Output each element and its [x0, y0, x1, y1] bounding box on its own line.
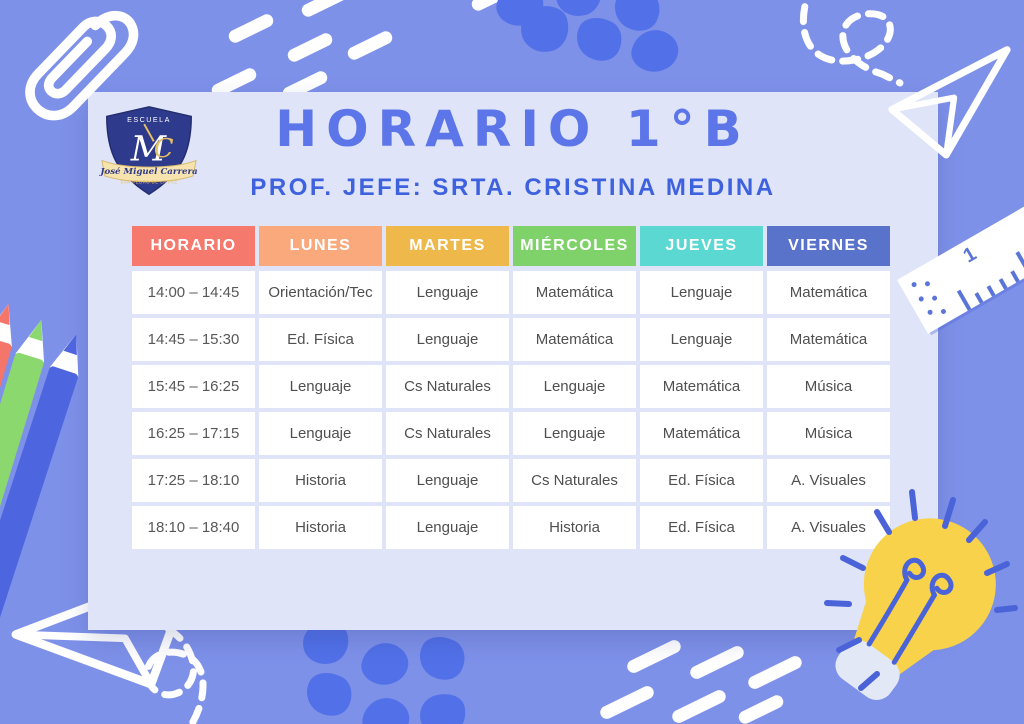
time-cell: 14:45 – 15:30 [132, 318, 255, 361]
poster-title: HORARIO 1°B [275, 100, 751, 158]
logo-school-name: José Miguel Carrera [98, 166, 197, 177]
subject-cell: Lenguaje [386, 506, 509, 549]
subject-cell: Ed. Física [259, 318, 382, 361]
dash-mark [688, 643, 746, 682]
subject-cell: Orientación/Tec [259, 271, 382, 314]
subject-cell: Matemática [640, 365, 763, 408]
ruler-ticks [953, 178, 1024, 311]
school-logo: ESCUELA M C José Miguel Carrera SAN PEDR… [98, 106, 198, 196]
subject-cell: A. Visuales [767, 506, 890, 549]
subject-cell: Historia [513, 506, 636, 549]
subject-cell: Cs Naturales [386, 412, 509, 455]
time-cell: 15:45 – 16:25 [132, 365, 255, 408]
table-row: 14:45 – 15:30 Ed. Física Lenguaje Matemátic… [132, 318, 890, 361]
ruler-number: 1 [959, 242, 981, 268]
column-header-jueves: JUEVES [640, 226, 763, 266]
time-cell: 14:00 – 14:45 [132, 271, 255, 314]
subject-cell: Lenguaje [513, 365, 636, 408]
subject-cell: Matemática [513, 318, 636, 361]
subject-cell: Matemática [767, 271, 890, 314]
dash-mark [226, 12, 276, 45]
lightbulb-icon [824, 489, 1018, 700]
subject-cell: Lenguaje [640, 318, 763, 361]
schedule-card: ESCUELA M C José Miguel Carrera SAN PEDR… [88, 92, 938, 630]
dash-mark [345, 29, 395, 62]
subject-cell: Música [767, 365, 890, 408]
subject-cell: Lenguaje [640, 271, 763, 314]
paper-airplane-icon [888, 46, 1011, 159]
subject-cell: Matemática [640, 412, 763, 455]
subject-cell: Lenguaje [386, 459, 509, 502]
blob-shape [628, 25, 682, 77]
dash-mark [285, 31, 335, 64]
column-header-lunes: LUNES [259, 226, 382, 266]
time-cell: 17:25 – 18:10 [132, 459, 255, 502]
table-header-row: HORARIO LUNES MARTES MIÉRCOLES JUEVES VIERNES [132, 226, 890, 266]
subject-cell: Ed. Física [640, 506, 763, 549]
table-row: 18:10 – 18:40 Historia Lenguaje Historia Ed.… [132, 506, 890, 549]
blob-shape [358, 638, 412, 690]
column-header-viernes: VIERNES [767, 226, 890, 266]
logo-monogram-c: C [154, 134, 174, 164]
subject-cell: Lenguaje [386, 318, 509, 361]
blob-shape [359, 693, 413, 724]
dash-mark [598, 683, 656, 722]
column-header-martes: MARTES [386, 226, 509, 266]
dash-mark [746, 653, 804, 692]
subject-cell: Matemática [767, 318, 890, 361]
table-body: 14:00 – 14:45 Orientación/Tec Lenguaje Mate… [132, 271, 890, 549]
dash-mark [625, 637, 683, 676]
dashed-trail [91, 599, 207, 724]
table-row: 15:45 – 16:25 Lenguaje Cs Naturales Lenguaj… [132, 365, 890, 408]
blob-shape [415, 688, 471, 724]
time-cell: 18:10 – 18:40 [132, 506, 255, 549]
logo-location: SAN PEDRO DE LA PAZ [120, 180, 177, 185]
dashed-trail [800, 0, 904, 87]
dash-mark [670, 687, 728, 724]
subject-cell: Lenguaje [259, 412, 382, 455]
logo-monogram-m: M [130, 130, 168, 170]
table-row: 17:25 – 18:10 Historia Lenguaje Cs Naturale… [132, 459, 890, 502]
subject-cell: Cs Naturales [513, 459, 636, 502]
pencils-icon [0, 303, 79, 724]
blob-shape [411, 628, 473, 688]
subject-cell: Historia [259, 506, 382, 549]
subject-cell: A. Visuales [767, 459, 890, 502]
timetable: HORARIO LUNES MARTES MIÉRCOLES JUEVES VIERNES… [132, 226, 890, 553]
subject-cell: Ed. Física [640, 459, 763, 502]
subject-cell: Música [767, 412, 890, 455]
subject-cell: Lenguaje [386, 271, 509, 314]
poster-subtitle: PROF. JEFE: SRTA. CRISTINA MEDINA [250, 174, 776, 201]
dash-mark [736, 693, 786, 724]
subject-cell: Lenguaje [513, 412, 636, 455]
dash-mark [299, 0, 349, 19]
subject-cell: Cs Naturales [386, 365, 509, 408]
column-header-horario: HORARIO [132, 226, 255, 266]
paperclip-icon [25, 10, 139, 121]
blob-shape [298, 664, 360, 724]
subject-cell: Lenguaje [259, 365, 382, 408]
subject-cell: Matemática [513, 271, 636, 314]
time-cell: 16:25 – 17:15 [132, 412, 255, 455]
subject-cell: Historia [259, 459, 382, 502]
column-header-miercoles: MIÉRCOLES [513, 226, 636, 266]
table-row: 16:25 – 17:15 Lenguaje Cs Naturales Lenguaj… [132, 412, 890, 455]
table-row: 14:00 – 14:45 Orientación/Tec Lenguaje Mate… [132, 271, 890, 314]
logo-school-label: ESCUELA [127, 115, 171, 124]
